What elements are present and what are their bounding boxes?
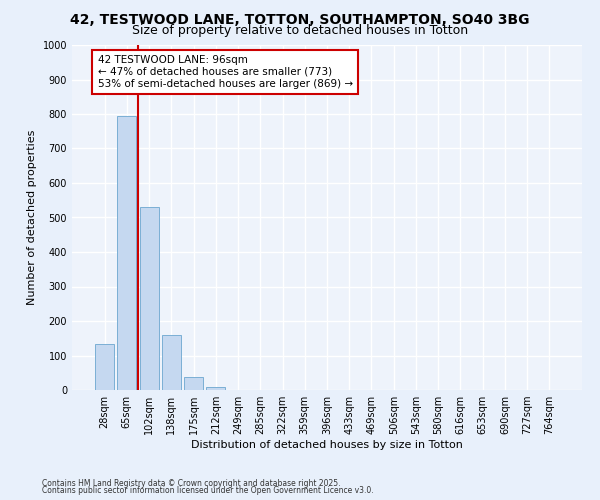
X-axis label: Distribution of detached houses by size in Totton: Distribution of detached houses by size … xyxy=(191,440,463,450)
Bar xyxy=(162,335,181,390)
Text: Contains public sector information licensed under the Open Government Licence v3: Contains public sector information licen… xyxy=(42,486,374,495)
Text: 42 TESTWOOD LANE: 96sqm
← 47% of detached houses are smaller (773)
53% of semi-d: 42 TESTWOOD LANE: 96sqm ← 47% of detache… xyxy=(97,56,353,88)
Bar xyxy=(118,116,136,390)
Text: Size of property relative to detached houses in Totton: Size of property relative to detached ho… xyxy=(132,24,468,37)
Bar xyxy=(140,207,158,390)
Text: 42, TESTWOOD LANE, TOTTON, SOUTHAMPTON, SO40 3BG: 42, TESTWOOD LANE, TOTTON, SOUTHAMPTON, … xyxy=(70,12,530,26)
Bar xyxy=(95,344,114,390)
Bar xyxy=(206,386,225,390)
Bar xyxy=(184,377,203,390)
Text: Contains HM Land Registry data © Crown copyright and database right 2025.: Contains HM Land Registry data © Crown c… xyxy=(42,478,341,488)
Y-axis label: Number of detached properties: Number of detached properties xyxy=(27,130,37,305)
